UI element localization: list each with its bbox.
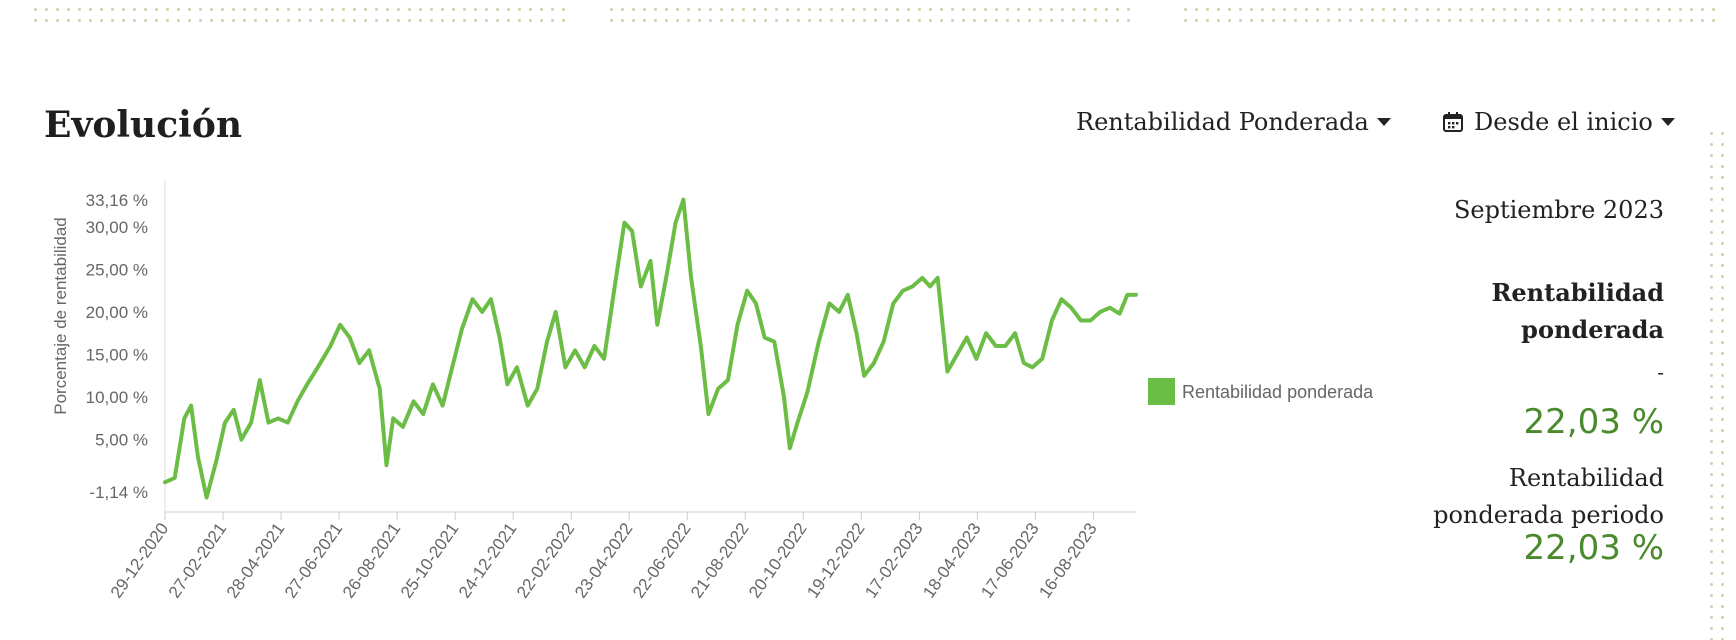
y-axis-ticks: 33,16 % 30,00 % 25,00 % 20,00 % 15,00 % 10,00… (86, 191, 148, 502)
metric-dropdown-label: Rentabilidad Ponderada (1076, 108, 1369, 136)
x-tick-label: 18-04-2023 (919, 519, 984, 601)
x-tick-label: 24-12-2021 (455, 519, 520, 601)
legend[interactable]: Rentabilidad ponderada (1148, 378, 1374, 405)
caret-down-icon (1376, 118, 1391, 126)
decorative-dots-top-left (30, 4, 570, 24)
x-axis-ticks: 29-12-202027-02-202128-04-202127-06-2021… (107, 512, 1101, 602)
date-range-dropdown-label: Desde el inicio (1474, 108, 1653, 136)
weighted-return-dash: - (1657, 360, 1664, 384)
x-tick-label: 16-08-2023 (1035, 519, 1100, 601)
y-tick-label: 15,00 % (86, 346, 148, 365)
period-return-label: Rentabilidad ponderada periodo (1433, 464, 1664, 529)
x-tick-label: 27-02-2021 (165, 519, 230, 601)
x-tick-label: 27-06-2021 (281, 519, 346, 601)
y-tick-label: 10,00 % (86, 388, 148, 407)
weighted-return-value: 22,03 % (1523, 402, 1664, 442)
metric-dropdown[interactable]: Rentabilidad Ponderada (1076, 108, 1391, 136)
x-tick-label: 28-04-2021 (223, 519, 288, 601)
y-axis-label: Porcentaje de rentabilidad (51, 217, 70, 415)
y-tick-label: 25,00 % (86, 260, 148, 279)
x-tick-label: 25-10-2021 (397, 519, 462, 601)
decorative-dots-top-center (606, 4, 1138, 24)
y-tick-label: 33,16 % (86, 191, 148, 210)
series-line-rentabilidad-ponderada (163, 197, 1138, 500)
x-tick-label: 17-02-2023 (861, 519, 926, 601)
legend-label: Rentabilidad ponderada (1182, 382, 1374, 402)
y-tick-label: -1,14 % (89, 483, 148, 502)
y-tick-label: 5,00 % (95, 431, 148, 450)
decorative-dots-right (1706, 128, 1728, 640)
period-label: Septiembre 2023 (1453, 196, 1664, 224)
calendar-icon (1443, 112, 1463, 132)
x-tick-label: 23-04-2022 (571, 519, 636, 601)
section-title: Evolución (44, 104, 242, 146)
x-tick-label: 26-08-2021 (339, 519, 404, 601)
x-tick-label: 22-02-2022 (513, 519, 578, 601)
x-tick-label: 17-06-2023 (977, 519, 1042, 601)
y-tick-label: 20,00 % (86, 303, 148, 322)
x-tick-label: 29-12-2020 (107, 519, 172, 601)
x-tick-label: 20-10-2022 (745, 519, 810, 601)
x-tick-label: 22-06-2022 (629, 519, 694, 601)
performance-line-chart: 33,16 % 30,00 % 25,00 % 20,00 % 15,00 % 10,00… (51, 180, 1374, 602)
y-tick-label: 30,00 % (86, 218, 148, 237)
decorative-dots-top-right (1180, 4, 1720, 24)
legend-swatch (1148, 378, 1175, 405)
period-return-value: 22,03 % (1523, 528, 1664, 568)
caret-down-icon (1660, 118, 1675, 126)
x-tick-label: 19-12-2022 (803, 519, 868, 601)
x-tick-label: 21-08-2022 (687, 519, 752, 601)
date-range-dropdown[interactable]: Desde el inicio (1442, 108, 1675, 136)
weighted-return-label: Rentabilidad ponderada (1491, 278, 1664, 344)
